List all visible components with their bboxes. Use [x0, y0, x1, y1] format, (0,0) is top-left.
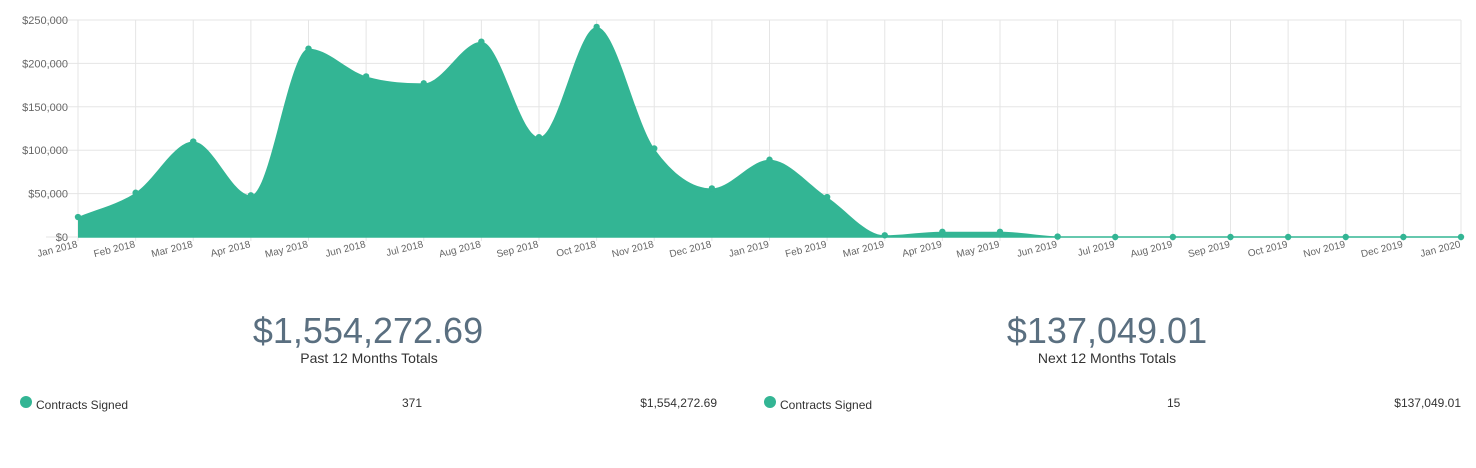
data-point[interactable] [1457, 233, 1465, 241]
x-tick-label: Aug 2018 [438, 239, 483, 260]
contracts-amount: $137,049.01 [1394, 396, 1461, 410]
x-tick-label: Aug 2019 [1129, 239, 1174, 260]
x-tick-label: Nov 2018 [611, 239, 656, 260]
data-points [74, 23, 1465, 241]
y-axis: $0 $50,000 $100,000 $150,000 $200,000 $250,00… [22, 15, 68, 244]
contracts-amount: $1,554,272.69 [640, 396, 717, 410]
data-point[interactable] [593, 23, 600, 31]
x-tick-label: Oct 2018 [555, 239, 597, 260]
data-point[interactable] [247, 192, 255, 199]
data-point[interactable] [1400, 233, 1407, 241]
contracts-count: 15 [1167, 396, 1181, 410]
legend-dot-icon [20, 396, 32, 408]
data-point[interactable] [74, 213, 82, 221]
x-tick-label: Sep 2018 [496, 239, 541, 260]
x-tick-label: Feb 2019 [784, 239, 828, 260]
data-point[interactable] [190, 138, 197, 145]
x-axis: Jan 2018 Feb 2018 Mar 2018 Apr 2018 May 2018… [36, 239, 1462, 260]
next-total-label: Next 12 Months Totals [1037, 350, 1177, 366]
y-tick-label: $100,000 [22, 145, 68, 157]
data-point[interactable] [881, 232, 888, 239]
x-tick-label: Dec 2018 [668, 239, 713, 260]
data-point[interactable] [305, 45, 312, 52]
data-point[interactable] [420, 80, 427, 87]
y-tick-label: $150,000 [22, 102, 68, 114]
next-total-value: $137,049.01 [1006, 310, 1208, 351]
data-point[interactable] [535, 133, 543, 141]
x-tick-label: Nov 2019 [1302, 239, 1347, 260]
legend-label: Contracts Signed [780, 398, 873, 412]
data-point[interactable] [1169, 233, 1177, 241]
x-tick-label: Oct 2019 [1247, 239, 1289, 260]
contracts-count: 371 [402, 396, 423, 410]
x-tick-label: Apr 2019 [901, 239, 943, 260]
past-total-value: $1,554,272.69 [252, 310, 484, 351]
legend-dot-icon [764, 396, 776, 408]
x-tick-label: Feb 2018 [93, 239, 137, 260]
contracts-area-chart: $0 $50,000 $100,000 $150,000 $200,000 $250,00… [22, 15, 1465, 261]
data-point[interactable] [651, 145, 658, 152]
area-series [78, 26, 1461, 238]
data-point[interactable] [996, 228, 1004, 235]
data-point[interactable] [708, 185, 716, 192]
data-point[interactable] [362, 73, 370, 80]
data-point[interactable] [939, 228, 946, 235]
y-tick-label: $200,000 [22, 58, 68, 70]
data-point[interactable] [478, 38, 485, 45]
x-tick-label: Mar 2018 [150, 239, 194, 260]
data-point[interactable] [1342, 233, 1349, 241]
x-tick-label: May 2019 [955, 239, 1001, 260]
x-tick-label: Jan 2019 [728, 239, 771, 260]
x-tick-label: Dec 2019 [1360, 239, 1405, 260]
x-tick-label: Apr 2018 [210, 239, 252, 260]
data-point[interactable] [766, 156, 773, 163]
x-tick-label: Jan 2020 [1419, 239, 1462, 260]
legend-label: Contracts Signed [36, 398, 129, 412]
past-total-label: Past 12 Months Totals [300, 350, 438, 366]
x-tick-label: Jul 2018 [385, 239, 425, 259]
data-point[interactable] [1227, 233, 1234, 241]
next-legend-row: Contracts Signed 15 $137,049.01 [738, 396, 1476, 414]
data-point[interactable] [823, 193, 831, 201]
data-point[interactable] [1054, 233, 1061, 240]
past-legend-row: Contracts Signed 371 $1,554,272.69 [0, 396, 738, 414]
y-tick-label: $50,000 [28, 189, 68, 201]
x-tick-label: Mar 2019 [842, 239, 886, 260]
data-point[interactable] [1284, 233, 1292, 241]
y-tick-label: $250,000 [22, 15, 68, 27]
x-tick-label: Sep 2019 [1187, 239, 1232, 260]
x-tick-label: Jun 2019 [1016, 239, 1059, 260]
data-point[interactable] [132, 189, 139, 196]
x-tick-label: Jul 2019 [1077, 239, 1117, 259]
y-tick-label: $0 [56, 232, 68, 244]
data-point[interactable] [1112, 233, 1119, 241]
x-tick-label: May 2018 [264, 239, 310, 260]
x-tick-label: Jun 2018 [324, 239, 367, 260]
